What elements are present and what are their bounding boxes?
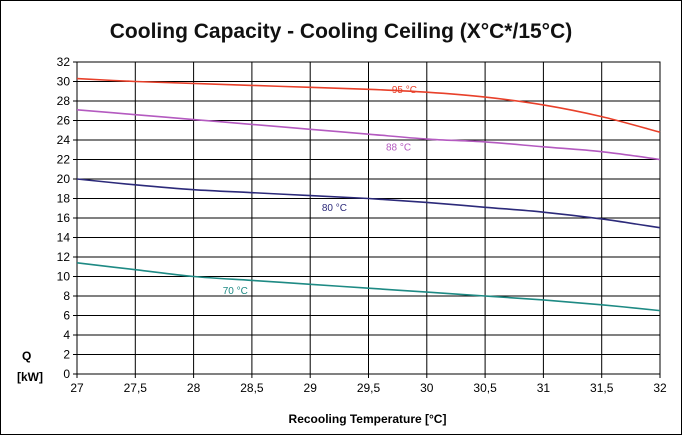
x-tick-label: 30: [420, 381, 434, 395]
x-tick-label: 29,5: [357, 381, 381, 395]
y-tick-label: 0: [63, 367, 70, 381]
y-axis-unit-label: [kW]: [17, 370, 43, 384]
x-tick-label: 28: [187, 381, 201, 395]
series-line: [76, 262, 661, 312]
series-label: 80 °C: [322, 203, 347, 214]
series-label: 70 °C: [223, 286, 248, 297]
y-tick-label: 12: [57, 250, 71, 264]
x-tick-label: 32: [653, 381, 667, 395]
y-tick-label: 24: [57, 133, 71, 147]
y-tick-label: 32: [57, 55, 71, 69]
y-tick-label: 16: [57, 211, 71, 225]
y-axis-label: Q: [22, 349, 32, 363]
y-tick-label: 2: [63, 348, 70, 362]
x-tick-label: 30,5: [473, 381, 497, 395]
x-axis-label: Recooling Temperature [°C]: [288, 412, 447, 426]
series-line: [76, 108, 661, 161]
y-tick-label: 4: [63, 328, 70, 342]
chart-title: Cooling Capacity - Cooling Ceiling (X°C*…: [109, 20, 573, 43]
series-line: [76, 178, 661, 229]
y-tick-label: 10: [57, 270, 71, 284]
y-tick-label: 8: [63, 289, 70, 303]
y-tick-label: 30: [57, 75, 71, 89]
x-tick-label: 27: [70, 381, 84, 395]
series-line: [76, 77, 661, 133]
x-tick-label: 31,5: [590, 381, 614, 395]
y-tick-label: 26: [57, 114, 71, 128]
x-tick-label: 28,5: [240, 381, 264, 395]
x-tick-label: 27,5: [124, 381, 148, 395]
y-tick-label: 6: [63, 309, 70, 323]
y-tick-label: 28: [57, 94, 71, 108]
y-tick-label: 14: [57, 231, 71, 245]
x-tick-label: 29: [304, 381, 318, 395]
series-label: 95 °C: [392, 85, 417, 96]
y-tick-label: 20: [57, 172, 71, 186]
series-label: 88 °C: [386, 143, 411, 154]
x-tick-label: 31: [537, 381, 551, 395]
y-tick-label: 18: [57, 192, 71, 206]
plot-border: [76, 61, 661, 375]
y-tick-label: 22: [57, 153, 71, 167]
